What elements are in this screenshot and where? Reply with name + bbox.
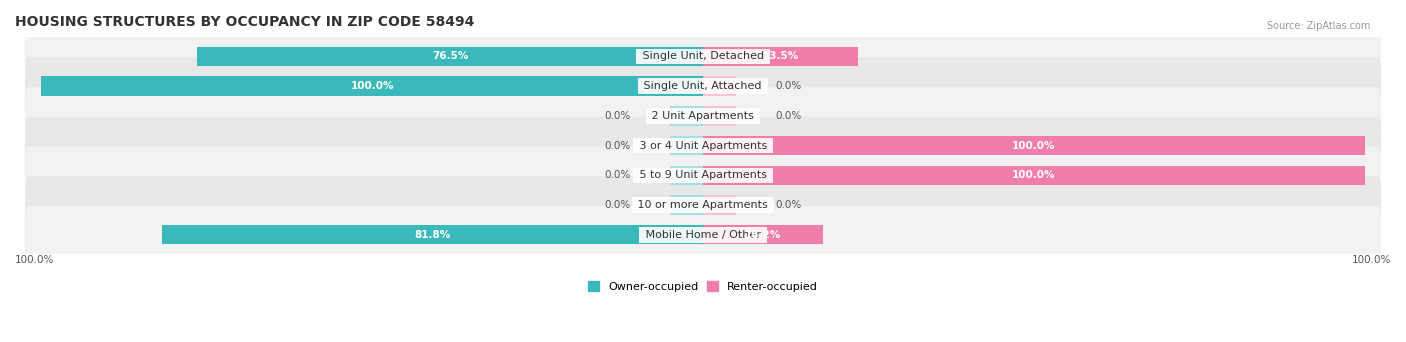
Text: Single Unit, Attached: Single Unit, Attached bbox=[641, 81, 765, 91]
Text: 0.0%: 0.0% bbox=[605, 111, 630, 121]
FancyBboxPatch shape bbox=[25, 146, 1381, 204]
Bar bbox=[41, 77, 703, 96]
Text: Single Unit, Detached: Single Unit, Detached bbox=[638, 51, 768, 62]
Bar bbox=[703, 77, 737, 96]
Text: 0.0%: 0.0% bbox=[776, 200, 801, 210]
FancyBboxPatch shape bbox=[25, 87, 1381, 145]
Text: 0.0%: 0.0% bbox=[776, 111, 801, 121]
FancyBboxPatch shape bbox=[25, 28, 1381, 85]
Bar bbox=[669, 136, 703, 155]
Text: 100.0%: 100.0% bbox=[1012, 141, 1056, 150]
Text: 2 Unit Apartments: 2 Unit Apartments bbox=[648, 111, 758, 121]
FancyBboxPatch shape bbox=[25, 117, 1381, 174]
FancyBboxPatch shape bbox=[25, 57, 1381, 115]
Bar bbox=[703, 136, 1365, 155]
Text: Mobile Home / Other: Mobile Home / Other bbox=[641, 230, 765, 240]
Text: 81.8%: 81.8% bbox=[415, 230, 450, 240]
Text: 0.0%: 0.0% bbox=[605, 170, 630, 180]
Text: 0.0%: 0.0% bbox=[776, 81, 801, 91]
Text: Source: ZipAtlas.com: Source: ZipAtlas.com bbox=[1267, 21, 1371, 30]
Text: 10 or more Apartments: 10 or more Apartments bbox=[634, 200, 772, 210]
Text: 100.0%: 100.0% bbox=[15, 255, 55, 265]
FancyBboxPatch shape bbox=[25, 206, 1381, 264]
Text: 5 to 9 Unit Apartments: 5 to 9 Unit Apartments bbox=[636, 170, 770, 180]
Legend: Owner-occupied, Renter-occupied: Owner-occupied, Renter-occupied bbox=[583, 277, 823, 296]
Text: 0.0%: 0.0% bbox=[605, 200, 630, 210]
Text: 18.2%: 18.2% bbox=[745, 230, 782, 240]
Bar bbox=[703, 195, 737, 215]
Text: 100.0%: 100.0% bbox=[1351, 255, 1391, 265]
Text: 3 or 4 Unit Apartments: 3 or 4 Unit Apartments bbox=[636, 141, 770, 150]
Bar bbox=[197, 47, 703, 66]
Text: 0.0%: 0.0% bbox=[605, 141, 630, 150]
Bar bbox=[669, 195, 703, 215]
Bar bbox=[703, 225, 824, 245]
Text: HOUSING STRUCTURES BY OCCUPANCY IN ZIP CODE 58494: HOUSING STRUCTURES BY OCCUPANCY IN ZIP C… bbox=[15, 15, 474, 29]
Bar bbox=[669, 166, 703, 185]
Bar bbox=[703, 106, 737, 126]
Text: 76.5%: 76.5% bbox=[432, 51, 468, 62]
Bar bbox=[703, 166, 1365, 185]
Bar bbox=[669, 106, 703, 126]
Bar bbox=[162, 225, 703, 245]
FancyBboxPatch shape bbox=[25, 176, 1381, 234]
Text: 23.5%: 23.5% bbox=[762, 51, 799, 62]
Text: 100.0%: 100.0% bbox=[350, 81, 394, 91]
Bar bbox=[703, 47, 859, 66]
Text: 100.0%: 100.0% bbox=[1012, 170, 1056, 180]
